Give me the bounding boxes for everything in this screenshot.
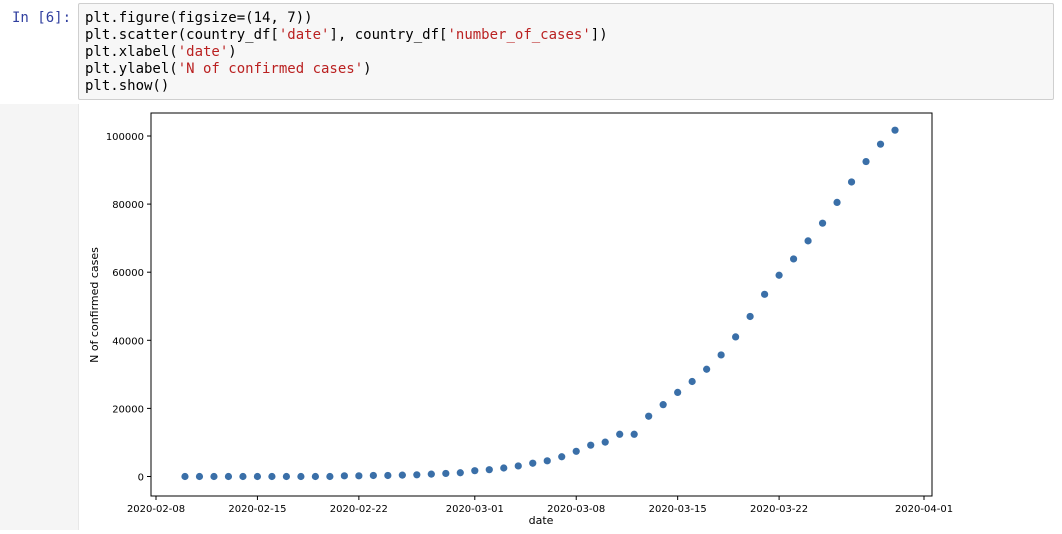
x-tick-label: 2020-04-01 xyxy=(895,504,953,515)
data-point xyxy=(413,471,421,479)
x-tick-label: 2020-02-15 xyxy=(228,504,286,515)
data-point xyxy=(775,271,783,279)
code-token: 'N of confirmed cases' xyxy=(177,61,364,77)
code-token: plt.ylabel( xyxy=(85,61,178,77)
data-point xyxy=(630,430,638,438)
data-points xyxy=(181,126,899,481)
data-point xyxy=(384,471,392,480)
data-point xyxy=(558,453,566,461)
code-token: plt.scatter(country_df[ xyxy=(85,27,279,43)
y-tick-label: 20000 xyxy=(112,404,144,415)
data-point xyxy=(224,472,233,481)
y-axis: 0 20000 40000 60000 80000 100000 xyxy=(106,132,151,484)
data-point xyxy=(195,472,204,481)
y-tick-label: 60000 xyxy=(112,268,144,279)
code-token: 'date' xyxy=(278,27,330,43)
code-cell-input[interactable]: plt.figure(figsize=(14, 7)) plt.scatter(… xyxy=(78,3,1054,100)
data-point xyxy=(645,412,653,420)
code-token: ) xyxy=(363,61,372,77)
data-point xyxy=(732,333,740,341)
data-point xyxy=(442,469,450,478)
code-token: plt.figure(figsize=(14, 7)) xyxy=(85,10,313,26)
x-tick-label: 2020-02-22 xyxy=(330,504,388,515)
data-point xyxy=(369,471,377,480)
data-point xyxy=(340,472,348,480)
y-tick-label: 0 xyxy=(138,473,144,484)
data-point xyxy=(456,469,464,477)
data-point xyxy=(398,471,406,479)
y-tick-label: 40000 xyxy=(112,336,144,347)
data-point xyxy=(833,198,841,206)
data-point xyxy=(282,472,291,481)
x-tick-label: 2020-02-08 xyxy=(127,504,185,515)
code-editor[interactable]: plt.figure(figsize=(14, 7)) plt.scatter(… xyxy=(85,10,1047,95)
data-point xyxy=(717,351,725,359)
data-point xyxy=(818,219,827,227)
data-point xyxy=(514,462,522,470)
x-tick-label: 2020-03-22 xyxy=(750,504,808,515)
data-point xyxy=(529,459,537,467)
code-token: ) xyxy=(228,44,237,60)
data-point xyxy=(659,401,667,409)
data-point xyxy=(703,365,711,373)
data-point xyxy=(210,472,218,481)
data-point xyxy=(789,255,798,263)
code-token: plt.xlabel( xyxy=(85,44,178,60)
data-point xyxy=(761,290,769,298)
data-point xyxy=(500,464,508,472)
code-token: ]) xyxy=(590,27,608,43)
code-token: plt.show() xyxy=(85,78,170,94)
x-axis-label: date xyxy=(529,514,554,527)
y-tick-label: 100000 xyxy=(106,132,144,143)
y-axis-label: N of confirmed cases xyxy=(88,247,101,363)
x-tick-label: 2020-03-15 xyxy=(649,504,707,515)
data-point xyxy=(311,472,319,481)
data-point xyxy=(543,457,551,465)
data-point xyxy=(268,472,276,481)
data-point xyxy=(746,312,754,321)
data-point xyxy=(616,430,624,438)
x-tick-label: 2020-03-08 xyxy=(547,504,605,515)
y-tick-label: 80000 xyxy=(112,200,144,211)
output-gutter xyxy=(0,104,79,530)
code-token: 'date' xyxy=(177,44,229,60)
data-point xyxy=(688,377,696,386)
x-axis: 2020-02-08 2020-02-15 2020-02-22 2020-03-01… xyxy=(127,496,953,515)
data-point xyxy=(181,472,189,481)
scatter-plot-output: 0 20000 40000 60000 80000 100000 2020-02-08 20… xyxy=(78,104,1062,534)
data-point xyxy=(601,438,609,446)
data-point xyxy=(587,441,595,449)
x-tick-label: 2020-03-01 xyxy=(446,504,504,515)
data-point xyxy=(355,472,363,480)
data-point xyxy=(891,126,899,134)
data-point xyxy=(674,388,682,396)
data-point xyxy=(876,140,885,148)
code-token: 'number_of_cases' xyxy=(447,27,591,43)
data-point xyxy=(427,470,435,478)
data-point xyxy=(297,472,305,481)
data-point xyxy=(847,178,856,186)
data-point xyxy=(862,157,870,166)
data-point xyxy=(485,466,493,474)
cell-prompt: In [6]: xyxy=(12,10,72,26)
data-point xyxy=(239,472,247,481)
plot-area xyxy=(150,112,933,497)
data-point xyxy=(804,237,812,245)
data-point xyxy=(326,472,334,481)
data-point xyxy=(471,467,479,475)
code-token: ], country_df[ xyxy=(329,27,448,43)
data-point xyxy=(253,472,262,481)
data-point xyxy=(572,447,580,455)
